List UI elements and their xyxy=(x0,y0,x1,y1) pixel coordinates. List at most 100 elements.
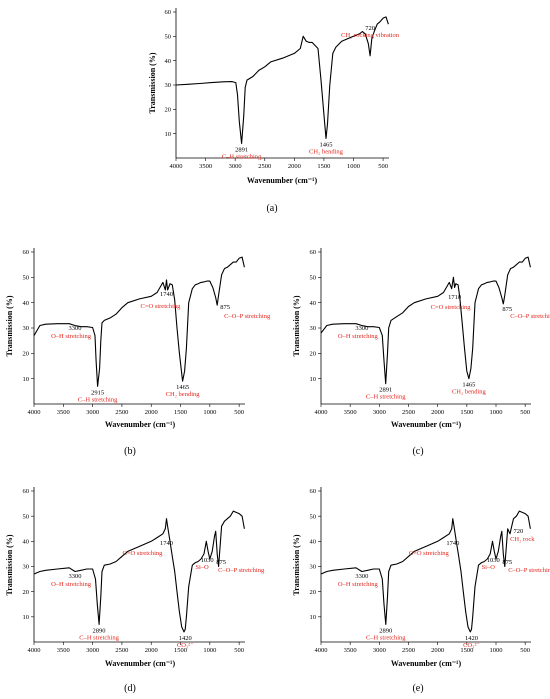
y-tick-label: 60 xyxy=(310,249,317,256)
peak-assignment-label: C=O stretching xyxy=(122,550,163,557)
x-axis-label: Wavenumber (cm⁻¹) xyxy=(247,176,318,185)
peak-wavenumber-label: 1030 xyxy=(487,557,500,564)
peak-assignment-label: Si–O xyxy=(195,564,209,571)
spectrum-line xyxy=(33,510,245,633)
y-tick-label: 20 xyxy=(310,589,317,596)
peak-assignment-label: O–H stretching xyxy=(51,581,92,588)
y-axis-label: Transmission (%) xyxy=(5,534,14,595)
spectrum-line xyxy=(320,256,531,385)
spectrum-line xyxy=(33,256,245,387)
y-tick-label: 50 xyxy=(310,513,317,520)
x-tick-label: 1500 xyxy=(460,409,473,416)
y-tick-label: 20 xyxy=(310,351,317,358)
y-tick-label: 50 xyxy=(23,513,30,520)
peak-wavenumber-label: 2890 xyxy=(93,627,106,634)
y-tick-label: 40 xyxy=(310,539,317,546)
x-tick-label: 500 xyxy=(378,163,388,170)
peak-assignment-label: CO₃²⁻ xyxy=(463,642,480,649)
peak-wavenumber-label: 1465 xyxy=(319,142,332,149)
y-tick-label: 40 xyxy=(23,539,30,546)
peak-wavenumber-label: 1710 xyxy=(448,294,461,301)
y-tick-label: 20 xyxy=(23,351,30,358)
peak-assignment-label: C–H stretching xyxy=(78,396,118,403)
peak-wavenumber-label: 2915 xyxy=(91,389,104,396)
peak-wavenumber-label: 3300 xyxy=(69,573,82,580)
peak-wavenumber-label: 720 xyxy=(513,528,523,535)
ftir-panel-c: 4000 3500 3000 2500 2000 1500 1000 500 10 20 30 40 5… xyxy=(292,248,550,457)
x-tick-label: 2500 xyxy=(402,409,415,416)
panel-letter: (a) xyxy=(266,203,277,214)
x-tick-label: 3000 xyxy=(86,409,99,416)
peak-assignment-label: C–H stretching xyxy=(222,153,262,160)
peak-wavenumber-label: 1465 xyxy=(462,382,475,389)
y-axis-label: Transmission (%) xyxy=(148,52,157,113)
panel-letter: (e) xyxy=(412,683,423,694)
y-tick-label: 30 xyxy=(310,564,317,571)
y-tick-label: 10 xyxy=(165,131,172,138)
y-tick-label: 60 xyxy=(23,249,30,256)
panel-letter: (d) xyxy=(124,683,136,694)
spectrum-line xyxy=(175,16,389,144)
peak-wavenumber-label: 875 xyxy=(502,306,512,313)
y-tick-label: 10 xyxy=(23,376,30,383)
y-tick-label: 40 xyxy=(310,300,317,307)
x-tick-label: 2000 xyxy=(288,163,301,170)
y-tick-label: 30 xyxy=(310,325,317,332)
peak-assignment-label: C–H stretching xyxy=(79,634,119,641)
peak-assignment-label: C–H stretching xyxy=(366,394,406,401)
peak-assignment-label: C=O stretching xyxy=(409,550,450,557)
y-tick-label: 20 xyxy=(23,589,30,596)
x-tick-label: 3000 xyxy=(373,409,386,416)
peak-wavenumber-label: 1420 xyxy=(179,635,192,642)
x-tick-label: 1500 xyxy=(317,163,330,170)
peak-assignment-label: C–O–P stretching xyxy=(224,313,271,320)
ftir-panel-e: 4000 3500 3000 2500 2000 1500 1000 500 10 20 30 40 5… xyxy=(292,487,550,694)
peak-assignment-label: CH₂ bending xyxy=(166,391,201,398)
y-tick-label: 50 xyxy=(310,275,317,282)
x-tick-label: 500 xyxy=(234,409,244,416)
x-tick-label: 1000 xyxy=(490,647,503,654)
y-tick-label: 60 xyxy=(310,488,317,495)
x-tick-label: 4000 xyxy=(315,647,328,654)
peak-wavenumber-label: 2891 xyxy=(235,146,248,153)
ftir-panel-b: 4000 3500 3000 2500 2000 1500 1000 500 10 20 30 40 5… xyxy=(5,248,271,457)
peak-assignment-label: Si–O xyxy=(482,564,496,571)
x-tick-label: 4000 xyxy=(170,163,183,170)
y-tick-label: 30 xyxy=(165,82,172,89)
x-tick-label: 2000 xyxy=(431,409,444,416)
peak-assignment-label: C=O stretching xyxy=(140,303,181,310)
y-tick-label: 40 xyxy=(165,58,172,65)
x-tick-label: 4000 xyxy=(28,647,41,654)
peak-wavenumber-label: 875 xyxy=(502,559,512,566)
ftir-panel-a: 4000 3500 3000 2500 2000 1500 1000 500 10 20 30 40 5… xyxy=(148,8,400,214)
y-tick-label: 10 xyxy=(23,614,30,621)
x-tick-label: 2500 xyxy=(402,647,415,654)
x-tick-label: 1500 xyxy=(174,409,187,416)
y-axis-label: Transmission (%) xyxy=(292,295,301,356)
y-tick-label: 10 xyxy=(310,614,317,621)
x-tick-label: 3500 xyxy=(57,409,70,416)
spectrum-line xyxy=(320,510,531,633)
peak-assignment-label: C=O stretching xyxy=(431,304,472,311)
x-tick-label: 3000 xyxy=(86,647,99,654)
x-tick-label: 1000 xyxy=(203,409,216,416)
x-tick-label: 3000 xyxy=(229,163,242,170)
peak-assignment-label: CO₃²⁻ xyxy=(177,642,194,649)
peak-assignment-label: C–O–P stretching xyxy=(218,567,265,574)
y-axis-label: Transmission (%) xyxy=(292,534,301,595)
peak-assignment-label: C–O–P stretching xyxy=(510,313,550,320)
x-axis-label: Wavenumber (cm⁻¹) xyxy=(105,659,176,668)
x-tick-label: 2500 xyxy=(115,647,128,654)
peak-assignment-label: CH₂ bending xyxy=(309,149,344,156)
x-tick-label: 2000 xyxy=(431,647,444,654)
peak-assignment-label: CH₂ bending xyxy=(452,389,487,396)
peak-wavenumber-label: 2890 xyxy=(379,627,392,634)
x-tick-label: 1000 xyxy=(347,163,360,170)
peak-assignment-label: C–O–P stretching xyxy=(508,567,550,574)
x-tick-label: 3500 xyxy=(199,163,212,170)
peak-wavenumber-label: 875 xyxy=(220,304,230,311)
x-tick-label: 500 xyxy=(520,409,530,416)
x-tick-label: 2000 xyxy=(145,409,158,416)
x-axis-label: Wavenumber (cm⁻¹) xyxy=(391,659,462,668)
